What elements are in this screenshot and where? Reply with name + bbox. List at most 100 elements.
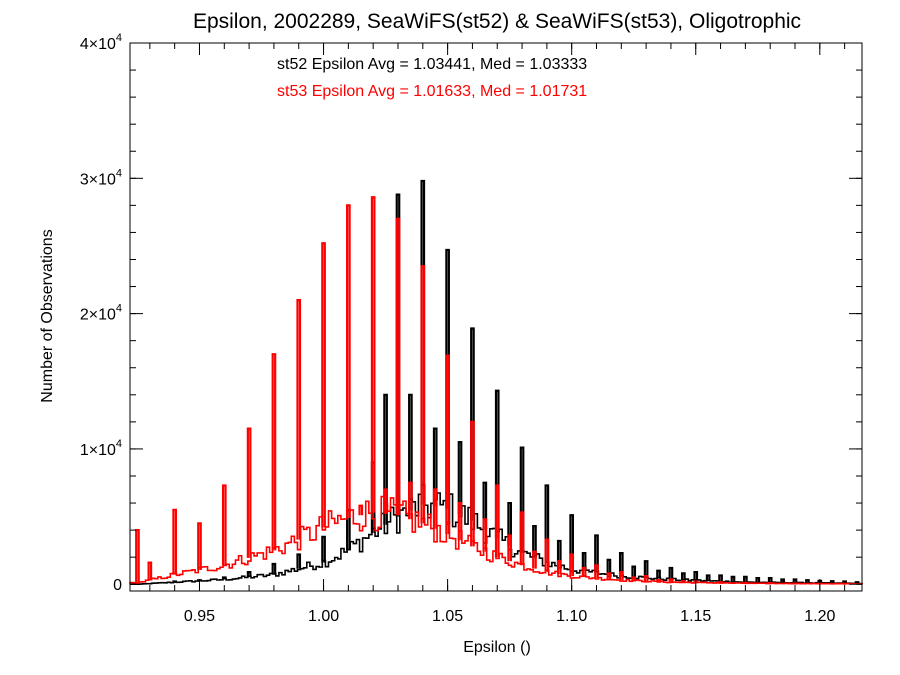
y-tick-label: 0 (113, 577, 122, 594)
series-1-bar-45 (718, 581, 723, 584)
y-tick-label: 4×104 (80, 32, 122, 53)
series-0-bar-38 (730, 575, 736, 582)
series-1-bar-10 (271, 353, 277, 551)
series-0-bar-40 (755, 577, 761, 583)
series-0-bar-20 (507, 501, 512, 546)
x-tick-label: 1.20 (804, 608, 835, 625)
series-0-bar-24 (556, 539, 562, 566)
x-tick-label: 1.15 (680, 608, 711, 625)
series-0-bar-42 (780, 578, 785, 583)
series-1-bar-1 (147, 561, 153, 581)
series-1-bar-31 (532, 550, 537, 569)
st53-stats-annotation: st53 Epsilon Avg = 1.01633, Med = 1.0173… (277, 83, 587, 100)
series-0-bar-6 (296, 553, 302, 569)
series-0-bar-10 (383, 393, 388, 525)
series-0-bar-30 (631, 565, 637, 577)
y-tick-label: 3×104 (80, 167, 122, 188)
series-0-bar-33 (668, 566, 674, 580)
series-1-bar-39 (631, 576, 637, 581)
x-tick-label: 0.95 (184, 608, 215, 625)
series-1-bar-0 (135, 529, 140, 583)
series-0-bar-32 (656, 569, 661, 579)
series-1-bar-23 (432, 488, 438, 529)
series-1-bar-37 (606, 572, 612, 580)
series-0-bar-29 (618, 552, 624, 577)
series-1-bar-4 (197, 522, 202, 571)
series-0-bar-28 (606, 558, 612, 575)
series-1-bar-14 (321, 242, 326, 528)
st52-stats-annotation: st52 Epsilon Avg = 1.03441, Med = 1.0333… (277, 56, 587, 73)
series-1-bar-24 (445, 354, 450, 535)
series-0-bar-23 (544, 484, 550, 563)
x-tick-label: 1.00 (308, 608, 339, 625)
series-1-bar-28 (494, 484, 500, 558)
series-1-bar-20 (395, 217, 401, 516)
plot-area (129, 179, 863, 586)
series-0-bar-12 (408, 393, 413, 511)
series-0-bar-37 (718, 574, 723, 582)
series-0-bar-47 (842, 580, 847, 584)
series-1-bar-17 (358, 504, 364, 516)
series-1-bar-42 (668, 578, 674, 583)
series-1-bar-8 (246, 427, 252, 558)
series-1-bar-27 (482, 518, 488, 552)
series-1-bar-41 (656, 579, 661, 582)
axes-frame (129, 42, 863, 592)
series-0-bar-44 (805, 579, 810, 583)
series-0-bar-25 (569, 514, 575, 570)
series-0-bar-1 (172, 580, 178, 583)
y-tick-label: 1×104 (80, 438, 122, 459)
y-axis-label: Number of Observations (39, 229, 56, 402)
y-tick-label: 2×104 (80, 303, 122, 324)
series-1-bar-26 (470, 420, 475, 547)
series-0-bar-22 (532, 524, 537, 558)
series-0-bar-43 (792, 578, 798, 583)
series-1-bar-32 (544, 538, 550, 573)
series-0-bar-34 (681, 572, 686, 580)
series-0-bar-8 (346, 508, 351, 551)
series-1-bar-2 (172, 508, 178, 575)
chart-title: Epsilon, 2002289, SeaWiFS(st52) & SeaWiF… (193, 10, 801, 33)
series-1-bar-16 (346, 204, 351, 518)
series-0-bar-18 (482, 481, 488, 530)
series-1-bar-21 (408, 481, 413, 520)
series-0-bar-26 (581, 552, 587, 572)
series-0-bar-48 (854, 581, 860, 584)
x-axis-label: Epsilon () (463, 639, 531, 656)
series-0-bar-35 (693, 570, 699, 581)
series-1-bar-22 (420, 265, 426, 524)
series-1-bar-34 (569, 553, 575, 577)
series-1-bar-35 (581, 566, 587, 578)
series-1-bar-6 (221, 484, 227, 566)
series-0-bar-36 (705, 574, 711, 581)
series-0-bar-7 (321, 535, 326, 563)
series-1-bar-29 (507, 534, 512, 562)
series-0-bar-21 (519, 446, 525, 554)
series-0-bar-41 (767, 577, 773, 583)
series-0-bar-5 (271, 562, 277, 575)
series-1-bar-38 (618, 570, 624, 581)
series-0-bar-14 (432, 427, 438, 507)
series-1-bar-25 (457, 501, 463, 541)
series-1-bar-33 (556, 560, 562, 575)
series-0-bar-27 (594, 534, 599, 573)
series-0-bar-46 (829, 580, 835, 584)
x-tick-label: 1.05 (432, 608, 463, 625)
series-1-bar-36 (594, 564, 599, 579)
series-0-bar-19 (494, 389, 500, 539)
y-axis: 0 1×104 2×104 3×104 4×104 (80, 32, 862, 594)
series-0-bar-39 (743, 575, 748, 583)
series-1-bar-19 (383, 488, 388, 514)
series-0-bar-4 (246, 570, 252, 578)
series-1-group (129, 196, 863, 585)
series-1-bar-43 (681, 580, 686, 583)
series-1-bar-18 (370, 196, 376, 513)
series-0-bar-3 (221, 576, 227, 580)
series-1-bar-12 (296, 298, 302, 540)
series-0-bar-31 (643, 560, 649, 578)
series-1-bar-30 (519, 511, 525, 566)
x-tick-label: 1.10 (556, 608, 587, 625)
x-axis: 0.95 1.00 1.05 1.10 1.15 1.20 (149, 43, 846, 625)
series-0-bar-16 (457, 441, 463, 515)
